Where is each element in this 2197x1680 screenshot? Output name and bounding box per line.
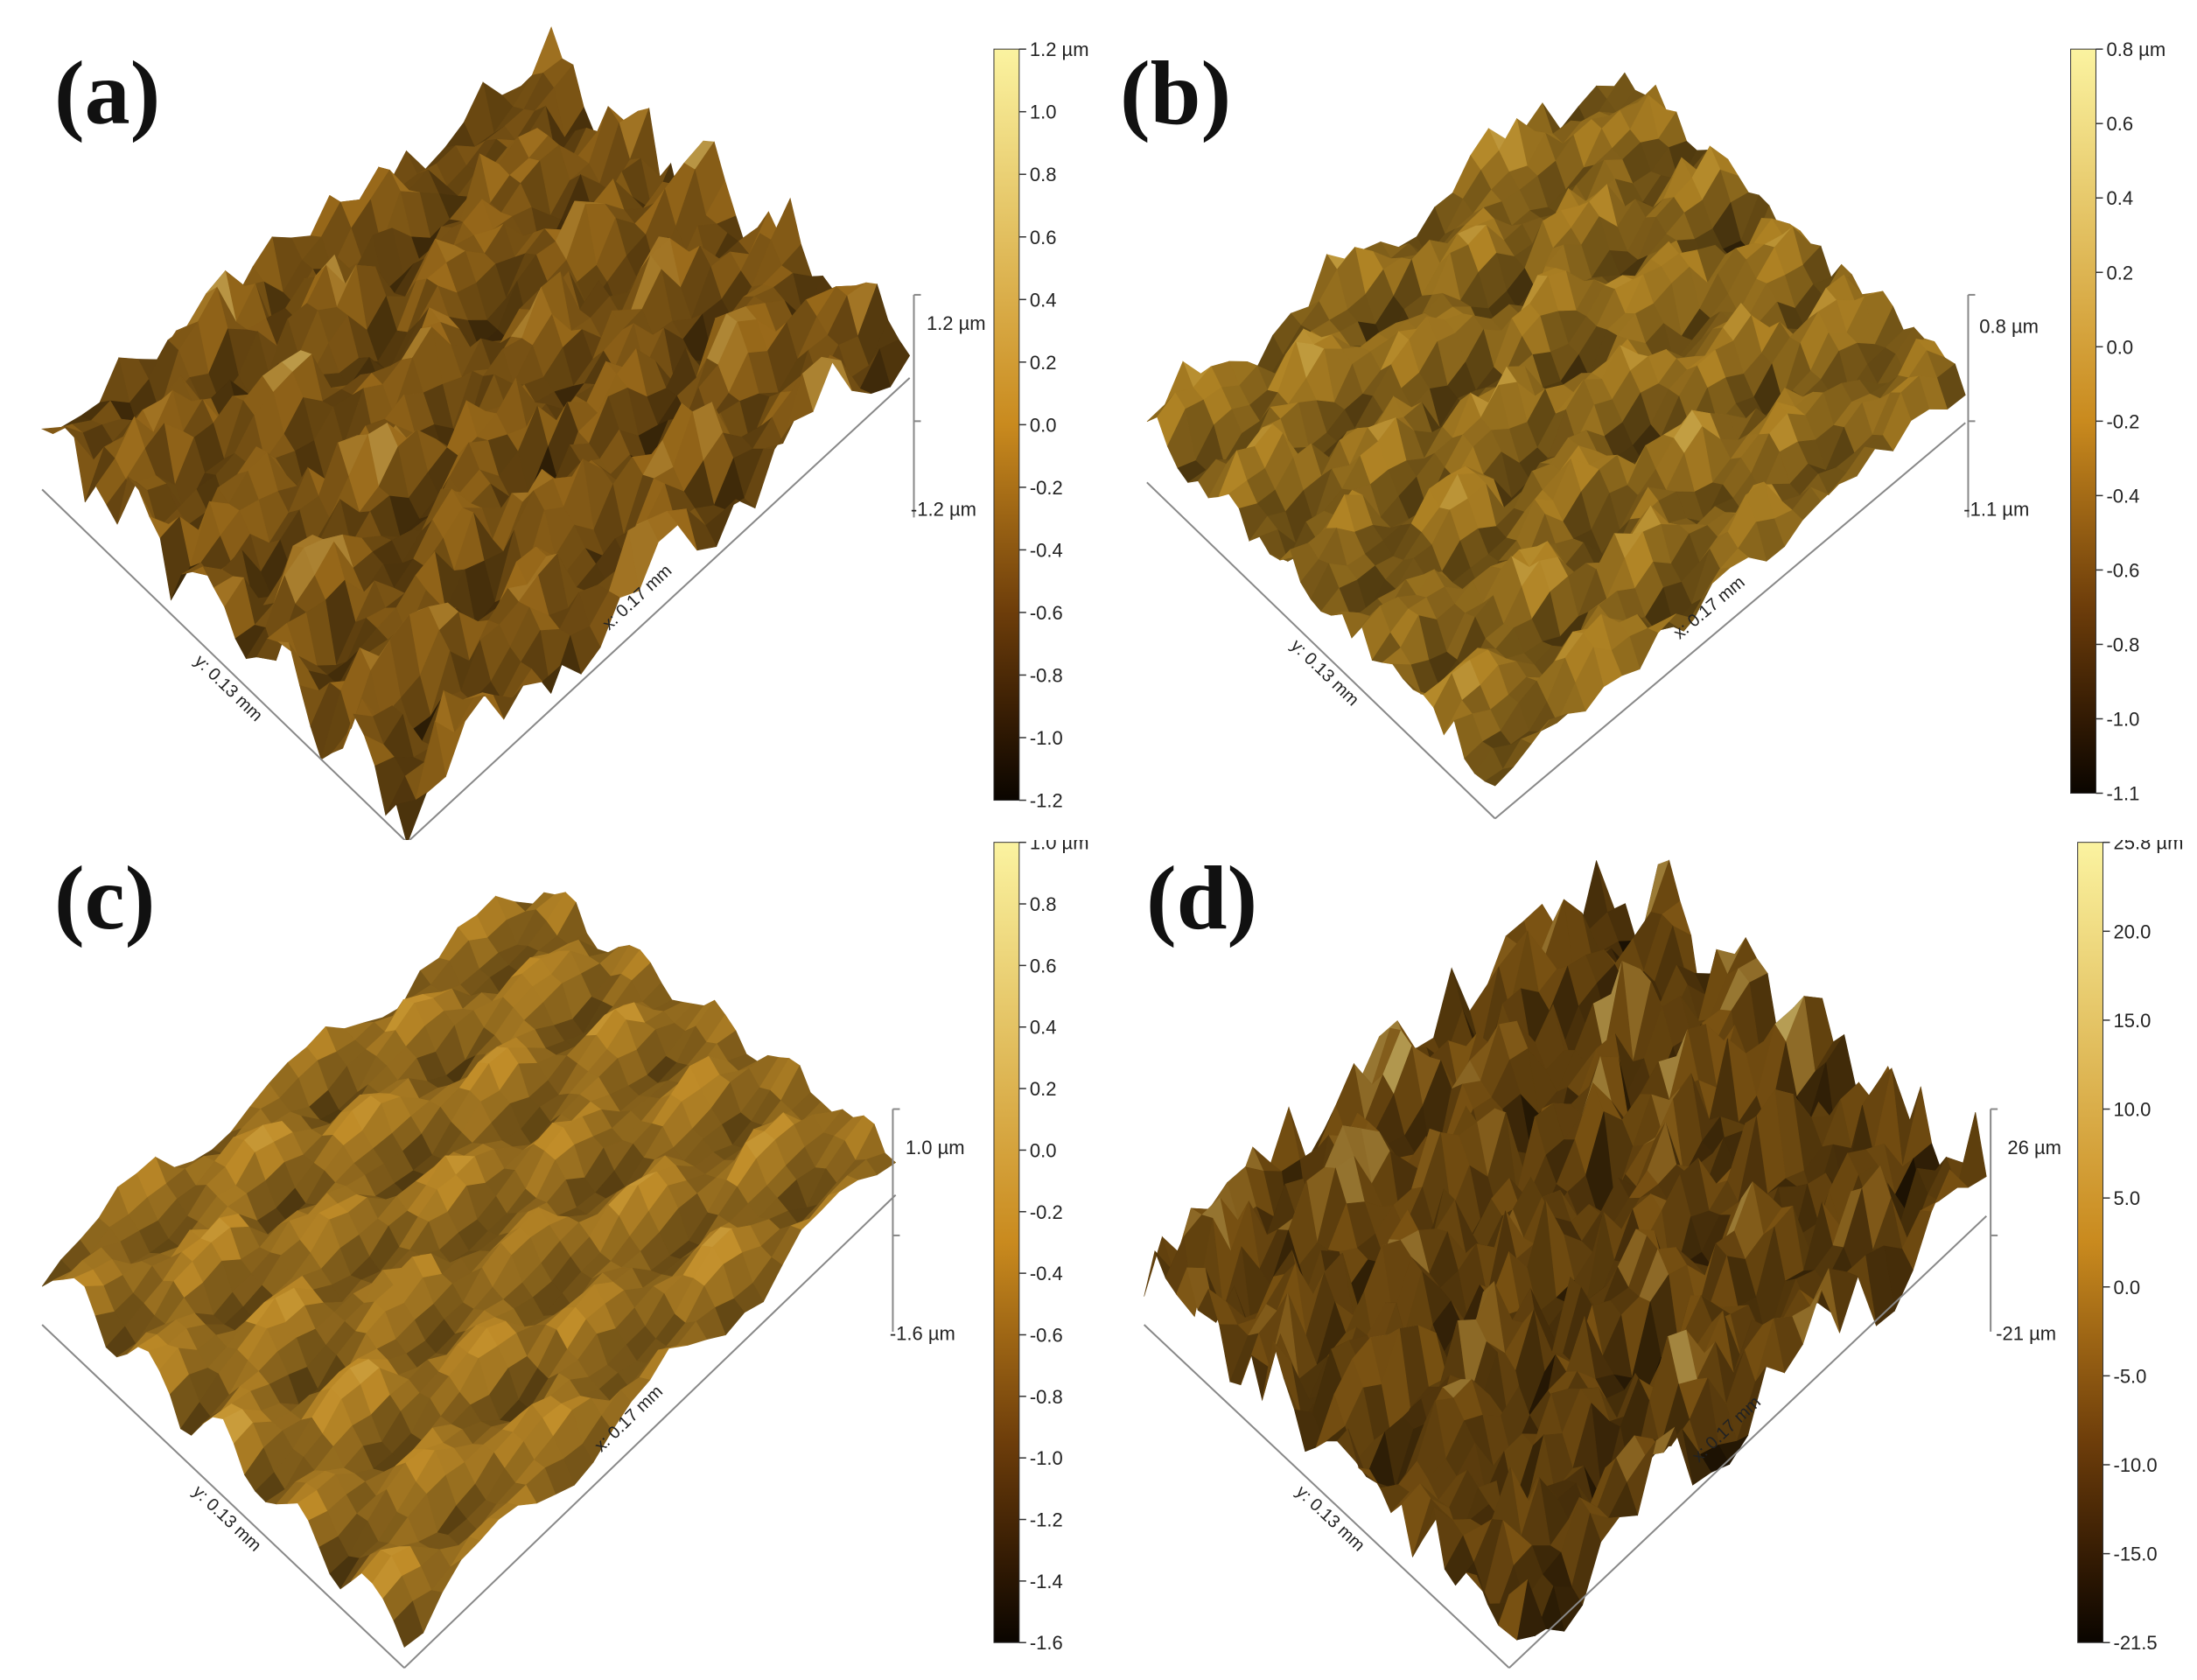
y-axis-line: [1146, 481, 1496, 820]
colorbar-tick-label: 1.0: [1030, 102, 1057, 123]
colorbar-tick-label: 10.0: [2114, 1099, 2152, 1121]
colorbar-tick-label: -1.4: [1030, 1571, 1063, 1592]
y-extent-label: y: 0.13 mm: [189, 1482, 265, 1556]
y-extent-label: y: 0.13 mm: [1292, 1482, 1368, 1556]
colorbar-tick-label: -1.1: [2106, 783, 2139, 805]
colorbar-tick-label: -0.2: [1030, 1201, 1063, 1223]
colorbar-tick-label: 5.0: [2114, 1187, 2141, 1209]
colorbar-tick-label: -0.8: [1030, 664, 1063, 686]
z-bottom-label: -1.2 µm: [911, 498, 976, 520]
colorbar-tick-label: 0.8: [1030, 164, 1057, 186]
colorbar-tick-label: -1.6: [1030, 1632, 1063, 1654]
colorbar-tick-label: -0.6: [1030, 1324, 1063, 1346]
colorbar-tick-label: 0.8 µm: [2106, 38, 2166, 60]
colorbar-tick-label: 0.0: [2114, 1277, 2141, 1298]
y-axis-line: [41, 488, 406, 840]
colorbar-tick-label: -1.2: [1030, 790, 1063, 812]
colorbar-tick-label: -0.4: [1030, 539, 1063, 561]
panel-label: (d): [1146, 848, 1258, 948]
y-extent-label: y: 0.13 mm: [1287, 636, 1362, 710]
surface-mesh: [41, 892, 897, 1648]
panel-label: (a): [54, 43, 161, 144]
colorbar-tick-label: 1.0 µm: [1030, 840, 1089, 854]
colorbar-tick-label: -0.2: [2106, 410, 2139, 432]
colorbar-tick-label: -15.0: [2114, 1544, 2158, 1565]
colorbar-tick-label: 0.4: [2106, 187, 2133, 209]
colorbar-tick-label: 0.0: [2106, 336, 2133, 358]
colorbar: [2070, 48, 2096, 794]
colorbar: [993, 842, 1020, 1643]
colorbar: [993, 48, 1020, 802]
z-bottom-label: -21 µm: [1996, 1322, 2056, 1344]
colorbar-tick-label: 15.0: [2114, 1010, 2152, 1032]
colorbar-tick-label: 25.8 µm: [2114, 840, 2184, 854]
colorbar-tick-label: 0.0: [1030, 1139, 1057, 1161]
colorbar-tick-label: 0.6: [1030, 955, 1057, 976]
colorbar-tick-label: -21.5: [2114, 1632, 2158, 1654]
y-axis-line: [41, 1324, 405, 1669]
surface-mesh: [40, 26, 911, 840]
colorbar-tick-label: -5.0: [2114, 1365, 2147, 1387]
colorbar-tick-label: 0.0: [1030, 414, 1057, 436]
x-axis-line: [1508, 1215, 1988, 1669]
panel-d: (d) y: 0.13 mm x: 0.17 mm 26 µm -21 µm 25.8 …: [1098, 840, 2196, 1680]
surface-mesh: [1146, 72, 1966, 787]
panel-a: (a) y: 0.13 mm x: 0.17 mm 1.2 µm -1.2 µm 1.2…: [0, 0, 1098, 840]
surface-plot: y: 0.13 mmx: 0.17 mm1.0 µm-1.6 µm1.0 µm0…: [41, 840, 1089, 1669]
colorbar-tick-label: 0.8: [1030, 893, 1057, 915]
colorbar-tick-label: 0.6: [2106, 113, 2133, 135]
x-axis-line: [403, 1194, 897, 1669]
panel-b: (b) y: 0.13 mm x: 0.17 mm 0.8 µm -1.1 µm 0.8…: [1098, 0, 2196, 840]
surface-plot: y: 0.13 mmx: 0.17 mm0.8 µm-1.1 µm0.8 µm0…: [1146, 38, 2166, 820]
colorbar-tick-label: -1.0: [1030, 1447, 1063, 1469]
z-top-label: 0.8 µm: [1979, 315, 2039, 337]
colorbar-tick-label: -1.0: [2106, 708, 2139, 730]
colorbar-tick-label: -0.8: [2106, 634, 2139, 655]
z-top-label: 1.2 µm: [927, 312, 986, 334]
y-extent-label: y: 0.13 mm: [191, 651, 266, 725]
colorbar-tick-label: -10.0: [2114, 1454, 2158, 1476]
colorbar-tick-label: 0.4: [1030, 1017, 1057, 1039]
colorbar-tick-label: -0.4: [2106, 485, 2139, 507]
z-top-label: 26 µm: [2007, 1137, 2061, 1158]
colorbar-tick-label: 0.2: [1030, 1078, 1057, 1100]
colorbar: [2077, 842, 2104, 1643]
colorbar-tick-label: 0.2: [1030, 352, 1057, 374]
colorbar-tick-label: -0.4: [1030, 1263, 1063, 1284]
z-top-label: 1.0 µm: [906, 1137, 965, 1158]
colorbar-tick-label: -0.8: [1030, 1386, 1063, 1408]
x-axis-line: [1494, 422, 1966, 820]
z-bottom-label: -1.1 µm: [1963, 498, 2029, 520]
colorbar-tick-label: 0.4: [1030, 289, 1057, 311]
surface-plot: y: 0.13 mmx: 0.17 mm1.2 µm-1.2 µm1.2 µm1…: [40, 26, 1089, 840]
colorbar-tick-label: -0.6: [2106, 559, 2139, 581]
colorbar-tick-label: 20.0: [2114, 920, 2152, 942]
colorbar-tick-label: -1.2: [1030, 1509, 1063, 1531]
colorbar-tick-label: 1.2 µm: [1030, 38, 1089, 60]
panel-label: (b): [1120, 43, 1232, 144]
colorbar-tick-label: 0.2: [2106, 262, 2133, 284]
panel-label: (c): [54, 848, 156, 948]
colorbar-tick-label: 0.6: [1030, 227, 1057, 248]
colorbar-tick-label: -0.2: [1030, 477, 1063, 499]
colorbar-tick-label: -0.6: [1030, 602, 1063, 624]
surface-mesh: [1144, 859, 1987, 1641]
y-axis-line: [1143, 1324, 1510, 1669]
panel-c: (c) y: 0.13 mm x: 0.17 mm 1.0 µm -1.6 µm 1.0…: [0, 840, 1098, 1680]
x-axis-line: [408, 377, 911, 840]
z-bottom-label: -1.6 µm: [890, 1322, 955, 1344]
colorbar-tick-label: -1.0: [1030, 727, 1063, 749]
